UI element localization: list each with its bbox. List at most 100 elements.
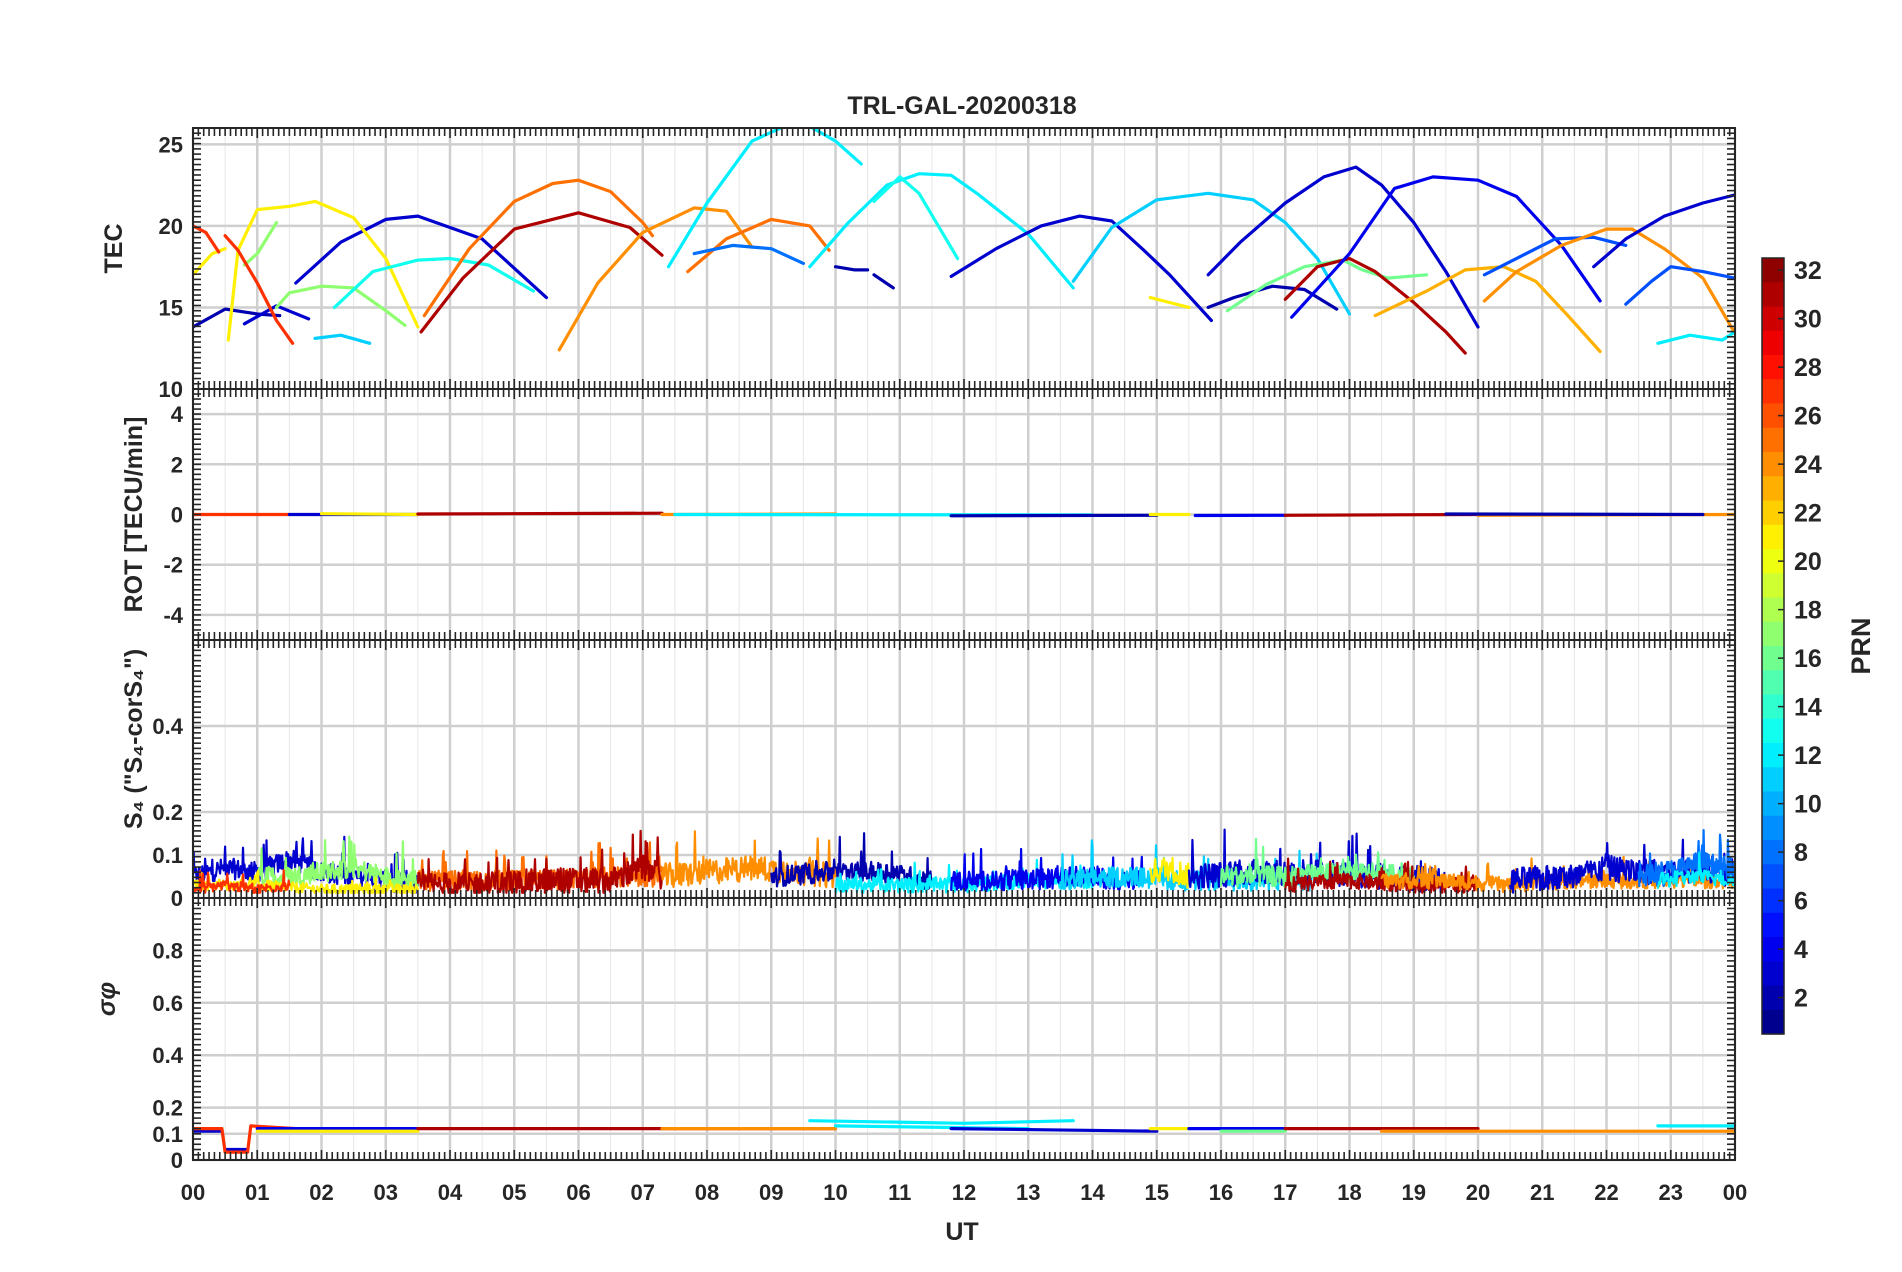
y-tick-label: 0.6 <box>152 991 183 1016</box>
series-group <box>193 511 1735 518</box>
colorbar-segment <box>1762 524 1784 550</box>
series-line-prn-13 <box>872 175 960 261</box>
colorbar-tick-label: 2 <box>1794 985 1808 1013</box>
series-line-prn-12 <box>808 1119 1075 1125</box>
x-tick-label: 22 <box>1594 1180 1618 1205</box>
series-line-prn-12 <box>666 128 863 269</box>
colorbar-segment <box>1762 306 1784 332</box>
colorbar-tick-label: 16 <box>1794 645 1822 673</box>
y-tick-label: 0 <box>171 886 183 911</box>
y-tick-label: 4 <box>171 402 184 427</box>
series-group <box>193 1119 1735 1154</box>
colorbar-frame <box>1761 257 1785 1035</box>
figure-title: TRL-GAL-20200318 <box>847 92 1076 120</box>
x-tick-label: 06 <box>566 1180 590 1205</box>
colorbar-tick-label: 32 <box>1794 257 1822 285</box>
colorbar-tick-label: 4 <box>1794 936 1808 964</box>
colorbar-segment <box>1762 500 1784 526</box>
series-line-prn-11 <box>313 333 372 345</box>
colorbar-tick-label: 22 <box>1794 500 1822 528</box>
series-line-prn-31 <box>416 829 664 894</box>
colorbar-tick-label: 10 <box>1794 791 1822 819</box>
y-tick-label: 0.1 <box>152 843 183 868</box>
x-tick-label: 12 <box>952 1180 976 1205</box>
y-axis-label: TEC <box>100 224 128 274</box>
colorbar-segment <box>1762 743 1784 768</box>
series-line-prn-8 <box>692 243 805 265</box>
x-tick-label: 00 <box>181 1180 205 1205</box>
y-tick-label: 10 <box>159 377 183 402</box>
x-tick-label: 05 <box>502 1180 526 1205</box>
colorbar-segment <box>1762 549 1784 574</box>
colorbar-segment <box>1762 694 1784 720</box>
x-tick-label: 17 <box>1273 1180 1297 1205</box>
colorbar-tick-label: 6 <box>1794 888 1808 916</box>
colorbar-tick-label: 20 <box>1794 548 1822 576</box>
colorbar-segment <box>1762 452 1784 477</box>
y-tick-label: 0.2 <box>152 800 183 825</box>
y-tick-label: 0.4 <box>152 1043 183 1068</box>
colorbar-label: PRN <box>1846 617 1876 674</box>
colorbar-tick-label: 18 <box>1794 597 1822 625</box>
colorbar-segment <box>1762 476 1784 502</box>
series-line-prn-2 <box>193 307 282 329</box>
series-line-prn-21 <box>226 199 420 342</box>
y-tick-label: 0.2 <box>152 1096 183 1121</box>
y-tick-label: 0.1 <box>152 1122 183 1147</box>
colorbar-segment <box>1762 937 1784 962</box>
series-line-prn-3 <box>1592 193 1735 269</box>
x-tick-label: 18 <box>1337 1180 1361 1205</box>
colorbar-segment <box>1762 330 1784 356</box>
y-tick-label: 0 <box>171 1148 183 1173</box>
series-line-prn-31 <box>419 211 664 334</box>
colorbar-segment <box>1762 912 1784 938</box>
y-axis-label: ROT [TECU/min] <box>120 417 148 613</box>
x-tick-label: 04 <box>438 1180 463 1205</box>
series-line-prn-12 <box>1656 851 1735 889</box>
x-tick-label: 08 <box>695 1180 719 1205</box>
y-tick-label: 15 <box>159 295 183 320</box>
colorbar-segment <box>1762 621 1784 647</box>
x-tick-label: 00 <box>1723 1180 1747 1205</box>
colorbar-segment <box>1762 985 1784 1011</box>
colorbar-segment <box>1762 815 1784 841</box>
series-line-prn-21 <box>193 247 227 277</box>
colorbar-segment <box>1762 258 1784 283</box>
series-line-prn-31 <box>416 511 664 516</box>
x-tick-label: 02 <box>309 1180 333 1205</box>
series-line-prn-24 <box>1482 227 1735 336</box>
colorbar-tick-label: 12 <box>1794 742 1822 770</box>
x-tick-label: 23 <box>1659 1180 1683 1205</box>
panel-sigma_phi: 00.10.2 0.4 0.6 0.8 σφ <box>93 897 1737 1173</box>
y-tick-label: -2 <box>163 553 183 578</box>
series-line-prn-2 <box>1206 284 1339 311</box>
colorbar-segment <box>1762 403 1784 429</box>
series-line-prn-21 <box>319 512 420 517</box>
colorbar-segment <box>1762 646 1784 671</box>
series-line-prn-25 <box>422 178 654 318</box>
colorbar-segment <box>1762 961 1784 987</box>
colorbar-segment <box>1762 888 1784 914</box>
y-tick-label: 20 <box>159 214 183 239</box>
colorbar-segment <box>1762 597 1784 623</box>
x-tick-label: 11 <box>888 1180 911 1205</box>
colorbar-segment <box>1762 767 1784 793</box>
panel-TEC: 15 20 25 10 TEC <box>100 127 1737 402</box>
series-line-prn-24 <box>557 206 754 352</box>
series-line-prn-3 <box>1206 165 1480 329</box>
colorbar-segment <box>1762 573 1784 599</box>
y-tick-label: 2 <box>171 452 183 477</box>
panel-ROT: -4 -2 0 2 4 ROT [TECU/min] <box>120 388 1737 641</box>
series-line-prn-17 <box>242 221 279 267</box>
series-line-prn-2 <box>872 273 895 290</box>
colorbar-segment <box>1762 670 1784 696</box>
series-line-prn-31 <box>1283 256 1467 355</box>
colorbar-segment <box>1762 355 1784 380</box>
y-tick-label: -4 <box>163 603 183 628</box>
series-line-prn-3 <box>949 1127 1159 1133</box>
series-line-prn-27 <box>223 234 295 345</box>
x-axis: 00 01 02 03 04 05 06 07 08 09 10 11 12 13 14 15 16 17 18 19… <box>181 1180 1747 1205</box>
x-tick-label: 10 <box>823 1180 847 1205</box>
x-tick-label: 09 <box>759 1180 783 1205</box>
